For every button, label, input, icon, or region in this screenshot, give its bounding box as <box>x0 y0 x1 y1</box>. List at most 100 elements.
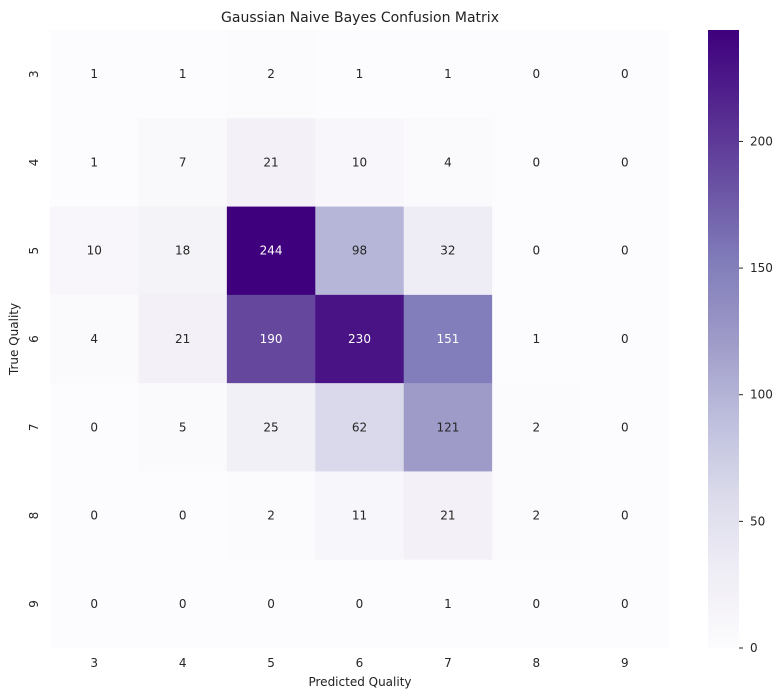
heatmap-cell <box>403 559 493 649</box>
cell-value-label: 0 <box>533 597 541 611</box>
x-tick-label: 9 <box>621 656 629 670</box>
y-tick-label: 8 <box>27 512 41 520</box>
y-tick-label: 4 <box>27 159 41 167</box>
heatmap-cell <box>226 383 316 472</box>
cell-value-label: 0 <box>533 67 541 81</box>
heatmap-cell <box>138 559 228 649</box>
cell-value-label: 21 <box>263 155 278 169</box>
cell-value-label: 10 <box>87 244 102 258</box>
cell-value-label: 0 <box>179 597 187 611</box>
y-tick-label: 9 <box>27 600 41 608</box>
cell-value-label: 0 <box>533 155 541 169</box>
cell-value-label: 18 <box>175 244 190 258</box>
x-tick-label: 5 <box>267 656 275 670</box>
heatmap-cell <box>138 206 228 296</box>
heatmap-cell <box>315 471 405 561</box>
x-axis-label: Predicted Quality <box>308 675 411 689</box>
heatmap-cell <box>315 118 405 207</box>
x-tick-label: 8 <box>533 656 541 670</box>
colorbar-tick-label: 50 <box>750 514 765 528</box>
cell-value-label: 0 <box>533 244 541 258</box>
heatmap-cell <box>403 294 493 384</box>
heatmap-cell <box>492 30 581 119</box>
cell-value-label: 0 <box>90 420 98 434</box>
heatmap-cell <box>226 294 316 384</box>
cell-value-label: 0 <box>621 332 629 346</box>
heatmap-cell <box>50 118 139 207</box>
cell-value-label: 32 <box>440 244 455 258</box>
cell-value-label: 244 <box>260 244 283 258</box>
y-tick-label: 3 <box>27 70 41 78</box>
y-axis-label: True Quality <box>7 303 21 376</box>
cell-value-label: 0 <box>621 509 629 523</box>
cell-value-label: 2 <box>267 67 275 81</box>
cell-value-label: 151 <box>436 332 459 346</box>
colorbar-bar <box>708 30 739 648</box>
colorbar-tick-label: 100 <box>750 388 773 402</box>
cell-value-label: 21 <box>440 509 455 523</box>
x-tick-label: 7 <box>444 656 452 670</box>
x-tick-labels: 3 4 5 6 7 8 9 <box>90 656 628 670</box>
heatmap-cell <box>492 118 581 207</box>
x-tick-label: 3 <box>90 656 98 670</box>
cell-value-label: 1 <box>179 67 187 81</box>
heatmap-cell <box>226 206 316 296</box>
cell-value-label: 0 <box>179 509 187 523</box>
heatmap-cell <box>226 559 316 649</box>
cell-value-label: 11 <box>352 509 367 523</box>
heatmap-cell <box>315 206 405 296</box>
y-tick-label: 6 <box>27 335 41 343</box>
y-tick-label: 7 <box>27 423 41 431</box>
heatmap-cell <box>492 471 581 561</box>
heatmap-cell <box>138 30 228 119</box>
heatmap-cell <box>580 30 670 119</box>
cell-value-label: 2 <box>533 509 541 523</box>
heatmap-cell <box>138 383 228 472</box>
heatmap-cell <box>492 206 581 296</box>
cell-value-label: 4 <box>444 155 452 169</box>
heatmap-cell <box>403 206 493 296</box>
heatmap-cell <box>315 383 405 472</box>
heatmap-cell <box>138 471 228 561</box>
heatmap-cell <box>138 294 228 384</box>
cell-value-label: 98 <box>352 244 367 258</box>
cell-value-label: 5 <box>179 420 187 434</box>
cell-value-label: 0 <box>621 597 629 611</box>
heatmap-cell <box>50 559 139 649</box>
cell-value-label: 0 <box>621 420 629 434</box>
cell-value-label: 2 <box>267 509 275 523</box>
y-tick-label: 5 <box>27 247 41 255</box>
cell-value-label: 1 <box>444 597 452 611</box>
heatmap-cell <box>138 118 228 207</box>
cell-value-label: 1 <box>356 67 364 81</box>
heatmap-cell <box>50 206 139 296</box>
cell-value-label: 10 <box>352 155 367 169</box>
heatmap-cell <box>50 30 139 119</box>
cell-value-label: 25 <box>263 420 278 434</box>
cell-value-label: 21 <box>175 332 190 346</box>
x-tick-label: 6 <box>356 656 364 670</box>
heatmap-cell <box>403 30 493 119</box>
cell-value-label: 2 <box>533 420 541 434</box>
heatmap-cell <box>403 118 493 207</box>
heatmap-cell <box>580 206 670 296</box>
heatmap-cell <box>315 559 405 649</box>
heatmap-cell <box>580 559 670 649</box>
cell-value-label: 121 <box>436 420 459 434</box>
cell-value-label: 0 <box>621 155 629 169</box>
heatmap-cell <box>580 383 670 472</box>
cell-value-label: 0 <box>356 597 364 611</box>
colorbar-tick-label: 150 <box>750 261 773 275</box>
heatmap-cell <box>580 118 670 207</box>
cell-value-label: 0 <box>267 597 275 611</box>
heatmap-cell <box>226 30 316 119</box>
heatmap-cell <box>492 383 581 472</box>
cell-value-label: 4 <box>90 332 98 346</box>
heatmap-cell <box>226 118 316 207</box>
heatmap-cell <box>492 294 581 384</box>
cell-value-label: 190 <box>260 332 283 346</box>
heatmap-cell <box>315 294 405 384</box>
cell-value-label: 230 <box>348 332 371 346</box>
heatmap-cell <box>315 30 405 119</box>
